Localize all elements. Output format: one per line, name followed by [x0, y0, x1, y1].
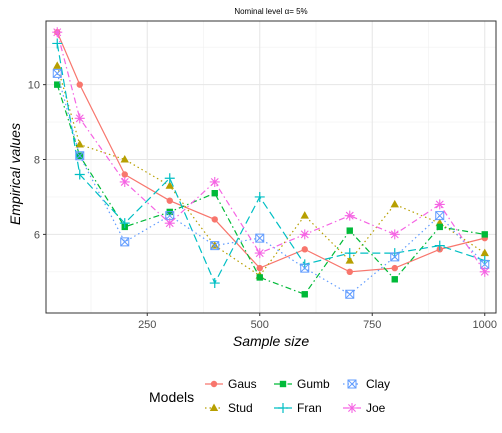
data-point-clay [75, 151, 85, 161]
data-point-gumb [481, 231, 488, 238]
data-point-clay [52, 68, 62, 78]
axis-ticks: 250 500 750 1000 6 8 10 [28, 80, 497, 331]
data-point-gaus [301, 246, 308, 253]
x-tick-label: 250 [138, 319, 156, 331]
data-point-clay [390, 252, 400, 262]
data-point-stud [480, 248, 489, 257]
data-point-stud [53, 61, 62, 69]
y-tick-label: 8 [34, 155, 40, 167]
data-point-stud [345, 256, 354, 264]
x-tick-label: 1000 [473, 319, 497, 331]
data-point-joe [74, 113, 85, 124]
data-point-fran [74, 169, 85, 180]
y-tick-label: 6 [34, 229, 40, 241]
data-point-gaus [76, 81, 83, 88]
legend-label-joe: Joe [366, 401, 386, 415]
data-point-stud [210, 241, 219, 249]
data-point-fran [209, 278, 220, 289]
data-point-gaus [256, 264, 263, 272]
data-point-gumb [346, 227, 353, 234]
x-tick-label: 750 [363, 319, 381, 331]
legend-label-clay: Clay [366, 377, 390, 391]
data-point-clay [210, 241, 220, 251]
data-point-stud [165, 181, 174, 189]
data-point-gaus [391, 264, 398, 272]
legend-key-marker-clay [347, 379, 357, 389]
data-point-joe [52, 27, 63, 38]
data-point-gaus [121, 171, 128, 178]
data-point-joe [344, 210, 355, 221]
x-axis-title: Sample size [233, 333, 309, 349]
data-point-joe [164, 218, 175, 229]
chart-title: Nominal level α= 5% [234, 7, 307, 16]
data-point-stud [390, 199, 399, 208]
data-point-clay [255, 233, 265, 243]
data-point-gumb [391, 276, 398, 283]
series-line-joe [56, 32, 486, 273]
legend-label-gumb: Gumb [297, 377, 330, 391]
data-point-clay [300, 263, 310, 273]
plot-panel-border [45, 20, 497, 314]
legend-key-marker-joe [347, 403, 357, 413]
data-point-fran [164, 173, 175, 184]
data-point-gumb [256, 274, 263, 281]
data-point-gumb [301, 291, 308, 298]
series-line-stud [56, 65, 486, 277]
y-tick-label: 10 [28, 80, 40, 92]
data-point-stud [300, 211, 309, 219]
data-point-stud [75, 140, 84, 148]
data-point-clay [345, 289, 355, 299]
data-point-joe [209, 176, 220, 187]
data-point-fran [119, 218, 130, 229]
legend-title: Models [149, 389, 194, 405]
legend-key-marker-gumb [279, 380, 287, 388]
data-point-gaus [211, 216, 218, 223]
data-point-joe [299, 229, 310, 240]
y-axis-title: Empirical values [7, 123, 23, 225]
data-point-fran [52, 38, 63, 49]
data-point-gumb [436, 223, 443, 231]
data-point-joe [434, 199, 445, 210]
data-point-gumb [211, 190, 218, 197]
legend-label-gaus: Gaus [228, 377, 257, 391]
data-point-joe [119, 176, 130, 187]
data-point-joe [389, 229, 400, 240]
data-point-clay [435, 211, 445, 221]
legend-key-marker-gaus [210, 380, 218, 388]
x-tick-label: 500 [251, 319, 269, 331]
data-point-stud [120, 155, 129, 163]
data-point-fran [434, 240, 445, 251]
data-point-fran [344, 248, 355, 259]
legend-key-marker-stud [209, 403, 219, 411]
data-point-gumb [54, 81, 61, 88]
data-point-gaus [346, 268, 353, 276]
legend: Gaus Stud Gumb Fran Clay Joe [205, 377, 390, 415]
legend-label-fran: Fran [297, 401, 322, 415]
legend-key-marker-fran [278, 403, 288, 413]
series-line-fran [56, 43, 485, 285]
data-point-joe [254, 248, 265, 259]
legend-label-stud: Stud [228, 401, 253, 415]
data-point-clay [120, 237, 130, 247]
data-point-joe [479, 266, 490, 277]
data-point-fran [254, 191, 265, 202]
series-layer [52, 27, 490, 299]
data-point-gaus [166, 197, 173, 204]
grid [46, 21, 496, 313]
series-line-gumb [56, 84, 485, 296]
